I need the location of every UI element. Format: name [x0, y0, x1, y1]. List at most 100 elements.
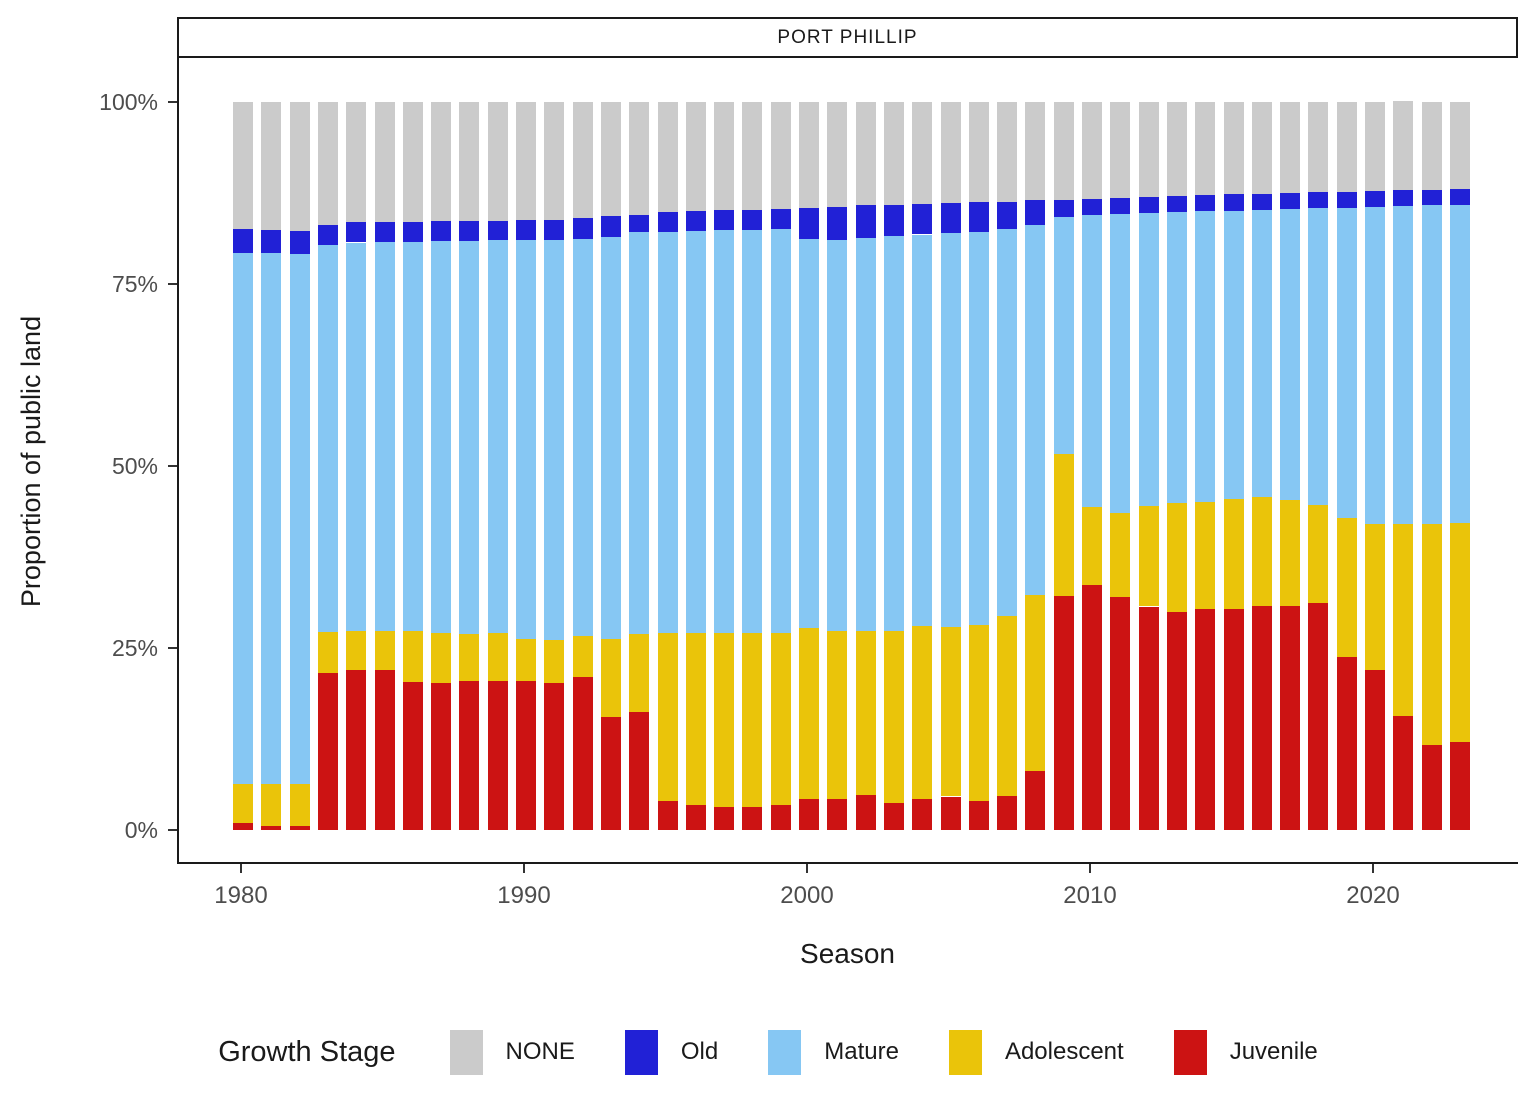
bar-segment-2004-mature: [912, 234, 933, 627]
bar-segment-1989-old: [487, 220, 508, 241]
bar-segment-1991-none: [544, 102, 565, 220]
bar-1986: [402, 58, 423, 864]
bar-segment-1988-old: [459, 221, 480, 242]
bar-segment-2018-none: [1308, 102, 1329, 193]
bar-segment-1995-adolescent: [657, 633, 678, 801]
bar-segment-2020-mature: [1365, 206, 1385, 524]
bar-2002: [855, 58, 876, 864]
x-tick-mark-2020: [1372, 864, 1374, 873]
bar-segment-2017-adolescent: [1280, 500, 1301, 606]
bar-segment-2017-old: [1280, 193, 1301, 210]
bar-segment-1992-juvenile: [572, 677, 593, 830]
bar-segment-2001-adolescent: [827, 630, 848, 799]
bar-segment-2003-mature: [883, 235, 904, 631]
legend-swatch-adolescent: [948, 1029, 982, 1075]
bar-segment-2007-mature: [997, 228, 1018, 616]
legend-item-juvenile: Juvenile: [1173, 1029, 1318, 1075]
bar-segment-1990-adolescent: [516, 639, 536, 682]
legend-label-none: NONE: [505, 1038, 575, 1065]
x-tick-mark-1990: [523, 864, 525, 873]
bar-segment-2020-adolescent: [1365, 523, 1385, 670]
bar-segment-2001-old: [827, 206, 848, 240]
bar-segment-1999-old: [770, 209, 791, 230]
bar-1992: [572, 58, 593, 864]
bar-segment-1999-juvenile: [770, 804, 791, 830]
bar-segment-2016-old: [1251, 193, 1272, 210]
bar-segment-2013-juvenile: [1166, 611, 1187, 830]
bar-segment-1981-mature: [261, 253, 282, 785]
bar-segment-2016-none: [1251, 102, 1272, 194]
bar-2023: [1449, 58, 1470, 864]
bar-segment-1982-none: [289, 102, 310, 231]
bar-segment-2013-none: [1166, 102, 1187, 196]
y-tick-label-25: 25%: [111, 635, 158, 661]
bar-1990: [516, 58, 536, 864]
bar-segment-2008-mature: [1025, 225, 1046, 595]
bar-segment-1980-none: [233, 102, 253, 230]
bar-segment-2005-old: [940, 203, 961, 234]
bar-segment-1980-old: [233, 229, 253, 253]
bar-segment-2021-none: [1393, 101, 1414, 191]
bar-segment-1991-mature: [544, 239, 565, 640]
legend-items: NONE Old Mature Adolescent Juvenile: [449, 1029, 1318, 1075]
bar-2017: [1280, 58, 1301, 864]
bar-segment-2012-juvenile: [1138, 606, 1159, 830]
bar-segment-1990-none: [516, 102, 536, 220]
bar-segment-2018-old: [1308, 192, 1329, 209]
bar-segment-1983-juvenile: [317, 673, 338, 830]
bar-segment-1986-old: [402, 222, 423, 242]
bar-1980: [233, 58, 253, 864]
bar-segment-2010-old: [1082, 198, 1102, 215]
bar-segment-2008-old: [1025, 200, 1046, 226]
bar-segment-1984-mature: [346, 242, 367, 632]
bar-segment-2008-none: [1025, 102, 1046, 201]
bar-segment-1987-juvenile: [431, 682, 452, 830]
bar-2012: [1138, 58, 1159, 864]
bar-2000: [799, 58, 819, 864]
y-tick-mark-75: [168, 283, 177, 285]
plot-panel: [177, 58, 1518, 864]
x-tick-mark-2010: [1089, 864, 1091, 873]
bar-segment-2013-mature: [1166, 211, 1187, 504]
bar-segment-2021-old: [1393, 190, 1414, 207]
bar-segment-2010-mature: [1082, 214, 1102, 507]
bar-segment-1984-none: [346, 102, 367, 223]
bar-segment-2011-none: [1110, 102, 1131, 199]
bar-segment-1983-old: [317, 225, 338, 245]
bar-segment-2018-mature: [1308, 208, 1329, 506]
bar-segment-2004-juvenile: [912, 799, 933, 830]
bar-segment-1980-juvenile: [233, 822, 253, 830]
legend-label-old: Old: [680, 1038, 719, 1065]
bar-2010: [1082, 58, 1102, 864]
bar-segment-2000-adolescent: [799, 628, 819, 800]
legend-item-mature: Mature: [768, 1029, 899, 1075]
bar-segment-2002-old: [855, 205, 876, 239]
bar-1989: [487, 58, 508, 864]
bar-segment-2021-mature: [1393, 206, 1414, 524]
bar-segment-2023-none: [1449, 102, 1470, 190]
bar-segment-1994-old: [629, 214, 650, 233]
bar-segment-1997-old: [714, 210, 735, 231]
bar-segment-2019-mature: [1336, 207, 1357, 519]
bar-segment-2006-mature: [968, 231, 989, 625]
bar-segment-2008-adolescent: [1025, 594, 1046, 772]
bar-segment-2000-juvenile: [799, 799, 819, 830]
facet-title: PORT PHILLIP: [777, 26, 918, 48]
bar-segment-1985-adolescent: [374, 631, 395, 670]
bar-segment-2007-juvenile: [997, 795, 1018, 830]
bar-segment-1999-adolescent: [770, 632, 791, 805]
bar-2019: [1336, 58, 1357, 864]
bar-segment-2001-none: [827, 102, 848, 207]
bar-1993: [600, 58, 621, 864]
bar-segment-2004-old: [912, 203, 933, 235]
bar-segment-1982-mature: [289, 254, 310, 785]
bar-segment-2009-mature: [1053, 217, 1074, 454]
bar-2015: [1223, 58, 1244, 864]
bar-1983: [317, 58, 338, 864]
bar-segment-2022-adolescent: [1421, 523, 1442, 745]
bar-segment-2005-none: [940, 102, 961, 204]
bar-segment-2010-none: [1082, 102, 1102, 199]
bar-1991: [544, 58, 565, 864]
bar-segment-1993-old: [600, 216, 621, 237]
bar-segment-1993-juvenile: [600, 717, 621, 830]
